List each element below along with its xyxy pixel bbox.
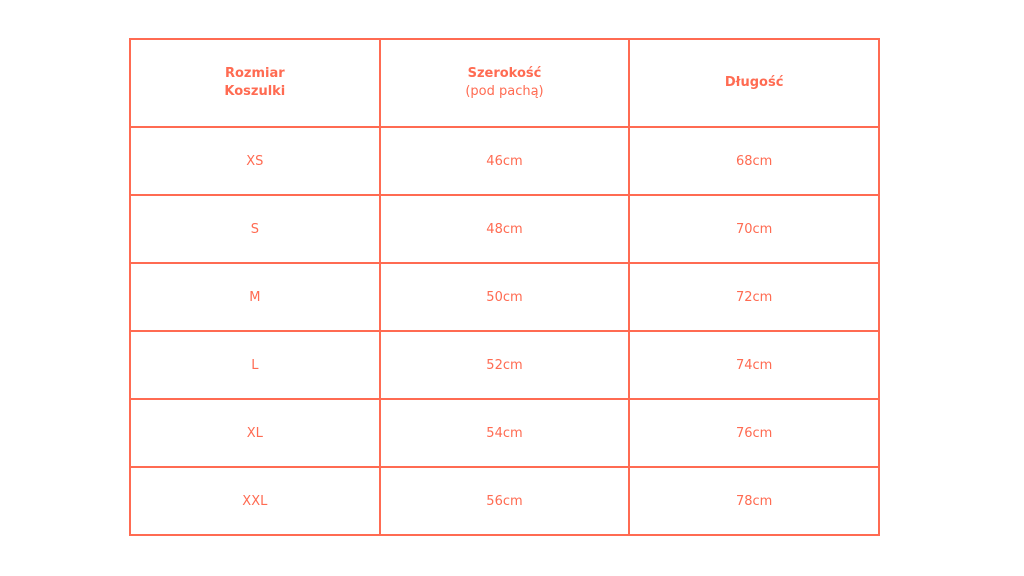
size-cell: L bbox=[129, 330, 381, 400]
header-width-sub: (pod pachą) bbox=[465, 84, 544, 99]
length-cell: 72cm bbox=[628, 262, 880, 332]
table-row: XL 54cm 76cm bbox=[129, 398, 880, 468]
length-cell: 70cm bbox=[628, 194, 880, 264]
table-row: M 50cm 72cm bbox=[129, 262, 880, 332]
width-cell: 56cm bbox=[378, 466, 631, 536]
header-width: Szerokość (pod pachą) bbox=[378, 38, 631, 128]
width-cell: 52cm bbox=[378, 330, 631, 400]
header-width-label: Szerokość bbox=[467, 66, 542, 81]
length-cell: 74cm bbox=[628, 330, 880, 400]
header-length-label: Długość bbox=[724, 75, 784, 90]
length-cell: 68cm bbox=[628, 126, 880, 196]
width-cell: 46cm bbox=[378, 126, 631, 196]
header-length: Długość bbox=[628, 38, 880, 128]
header-size: Rozmiar Koszulki bbox=[129, 38, 381, 128]
size-chart-table: Rozmiar Koszulki Szerokość (pod pachą) Dłu… bbox=[129, 38, 880, 536]
size-cell: M bbox=[129, 262, 381, 332]
table-row: S 48cm 70cm bbox=[129, 194, 880, 264]
length-cell: 76cm bbox=[628, 398, 880, 468]
width-cell: 54cm bbox=[378, 398, 631, 468]
size-cell: XL bbox=[129, 398, 381, 468]
header-size-line2: Koszulki bbox=[224, 84, 286, 99]
table-row: L 52cm 74cm bbox=[129, 330, 880, 400]
width-cell: 50cm bbox=[378, 262, 631, 332]
size-cell: XXL bbox=[129, 466, 381, 536]
width-cell: 48cm bbox=[378, 194, 631, 264]
header-size-line1: Rozmiar bbox=[224, 66, 285, 81]
table-row: XS 46cm 68cm bbox=[129, 126, 880, 196]
header-row: Rozmiar Koszulki Szerokość (pod pachą) Dłu… bbox=[129, 38, 880, 128]
length-cell: 78cm bbox=[628, 466, 880, 536]
size-cell: S bbox=[129, 194, 381, 264]
table-row: XXL 56cm 78cm bbox=[129, 466, 880, 536]
size-cell: XS bbox=[129, 126, 381, 196]
